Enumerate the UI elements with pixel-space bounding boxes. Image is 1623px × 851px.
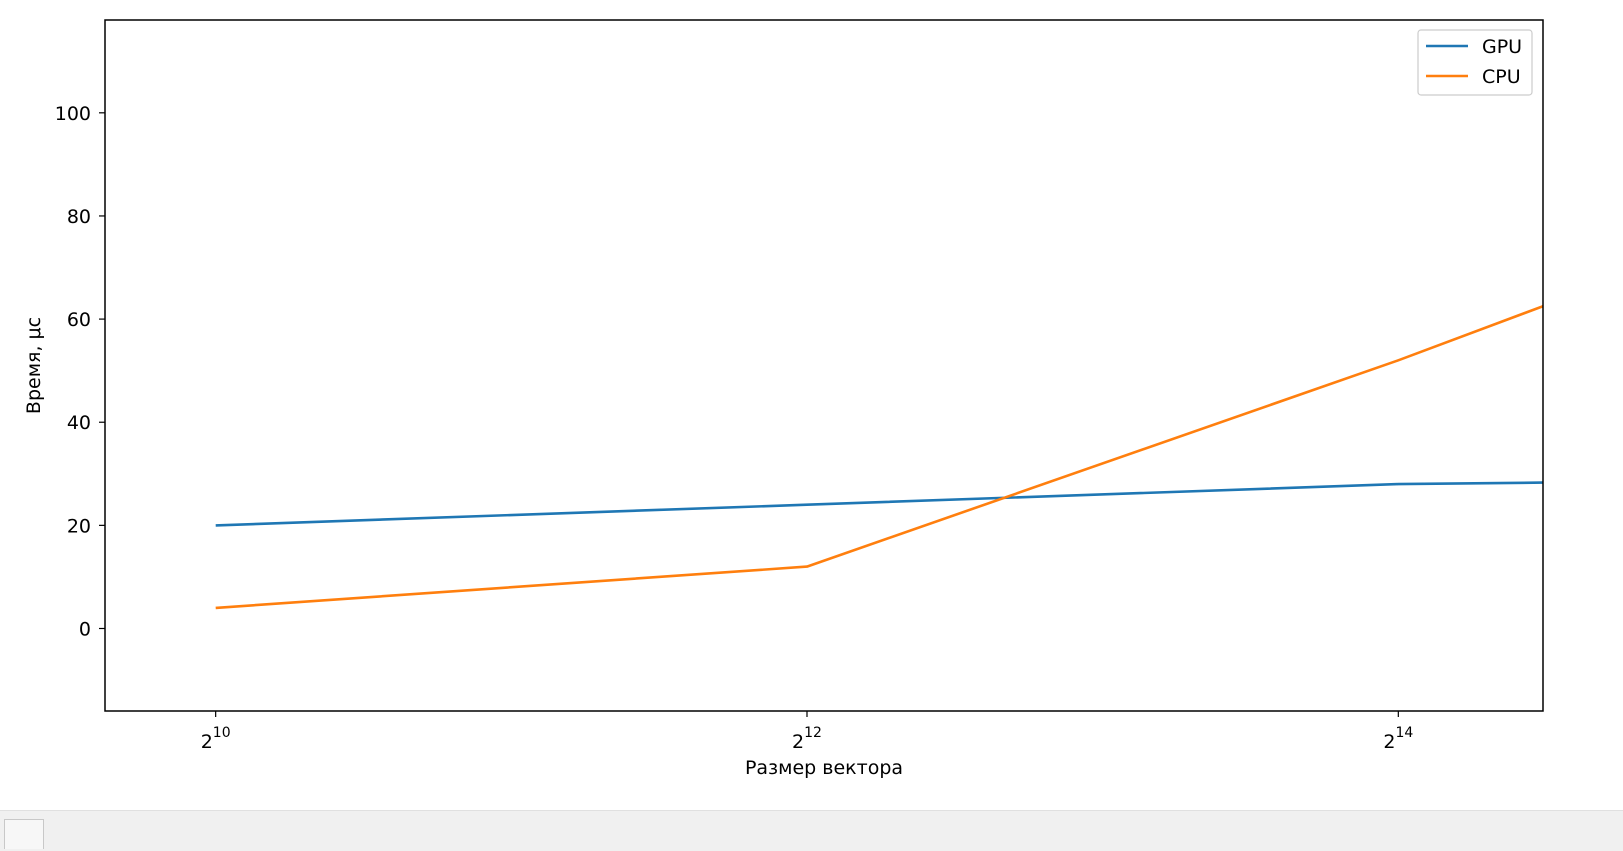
toolbar-button[interactable]: [4, 819, 44, 849]
y-axis-title: Время, μс: [23, 317, 45, 414]
legend-label-cpu: CPU: [1482, 66, 1521, 88]
x-tick-exponent: 12: [804, 725, 822, 741]
x-tick-exponent: 14: [1395, 725, 1413, 741]
bottom-toolbar: [0, 810, 1623, 851]
x-tick-base: 2: [1383, 731, 1395, 753]
x-tick-exponent: 10: [213, 725, 231, 741]
x-tick-base: 2: [201, 731, 213, 753]
x-tick-label: 210: [201, 725, 231, 753]
y-tick-label: 100: [55, 103, 91, 125]
x-tick-base: 2: [792, 731, 804, 753]
x-tick-label: 214: [1383, 725, 1413, 753]
y-tick-label: 40: [67, 412, 91, 434]
x-axis-title: Размер вектора: [745, 757, 903, 779]
legend: GPU CPU: [1417, 29, 1533, 96]
y-tick-label: 60: [67, 309, 91, 331]
y-tick-label: 20: [67, 515, 91, 537]
series-line-cpu: [215, 304, 1543, 610]
y-axis: 0 20 40 60 80 100: [55, 103, 105, 640]
x-tick-label: 212: [792, 725, 822, 753]
y-tick-label: 80: [67, 206, 91, 228]
legend-label-gpu: GPU: [1482, 36, 1522, 58]
plot-lines: [215, 304, 1543, 610]
y-tick-label: 0: [79, 618, 91, 640]
x-axis: 210 212 214: [201, 711, 1413, 753]
series-line-gpu: [215, 481, 1543, 527]
plot-frame: [104, 19, 1544, 712]
